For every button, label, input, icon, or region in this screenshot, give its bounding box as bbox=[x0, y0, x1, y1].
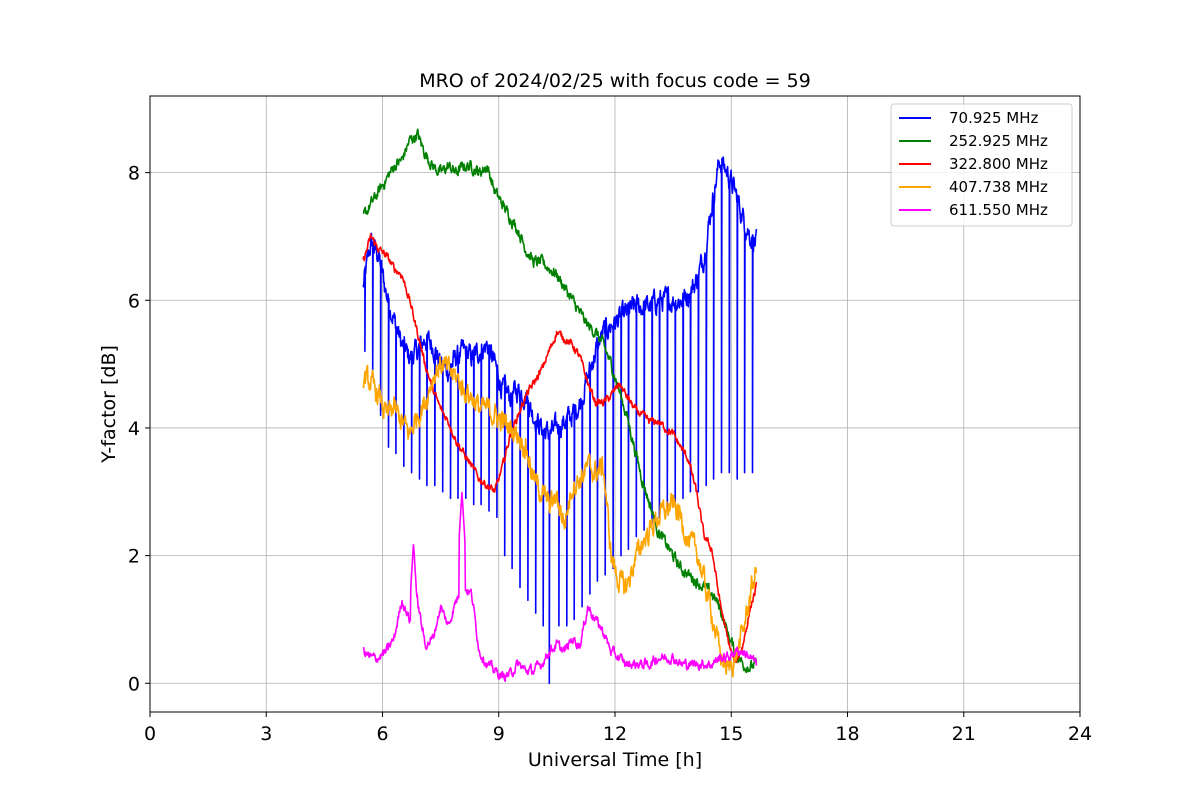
y-tick-label: 4 bbox=[128, 418, 140, 440]
plot-area bbox=[362, 128, 758, 685]
x-tick-label: 24 bbox=[1068, 723, 1092, 745]
y-tick-label: 6 bbox=[128, 290, 140, 312]
y-tick-label: 2 bbox=[128, 546, 140, 568]
y-tick-label: 0 bbox=[128, 673, 140, 695]
series-line bbox=[362, 233, 758, 664]
x-tick-label: 6 bbox=[376, 723, 388, 745]
series-line bbox=[362, 156, 758, 685]
x-tick-label: 15 bbox=[719, 723, 743, 745]
legend: 70.925 MHz 252.925 MHz 322.800 MHz 407.738 … bbox=[890, 103, 1073, 227]
x-tick-label: 3 bbox=[260, 723, 272, 745]
series-line bbox=[362, 355, 758, 678]
legend-label: 322.800 MHz bbox=[949, 155, 1048, 173]
legend-label: 252.925 MHz bbox=[949, 132, 1048, 150]
legend-label: 407.738 MHz bbox=[949, 178, 1048, 196]
chart-title: MRO of 2024/02/25 with focus code = 59 bbox=[419, 70, 811, 92]
legend-box bbox=[890, 103, 1073, 227]
x-tick-label: 18 bbox=[835, 723, 859, 745]
x-axis-label: Universal Time [h] bbox=[528, 749, 702, 771]
x-tick-label: 12 bbox=[603, 723, 627, 745]
series-line bbox=[362, 128, 758, 674]
x-tick-label: 0 bbox=[144, 723, 156, 745]
x-tick-label: 21 bbox=[952, 723, 976, 745]
series-line bbox=[362, 491, 758, 683]
y-tick-label: 8 bbox=[128, 163, 140, 185]
legend-label: 611.550 MHz bbox=[949, 201, 1048, 219]
x-tick-label: 9 bbox=[493, 723, 505, 745]
y-axis-label: Y-factor [dB] bbox=[98, 345, 120, 464]
legend-label: 70.925 MHz bbox=[949, 109, 1038, 127]
